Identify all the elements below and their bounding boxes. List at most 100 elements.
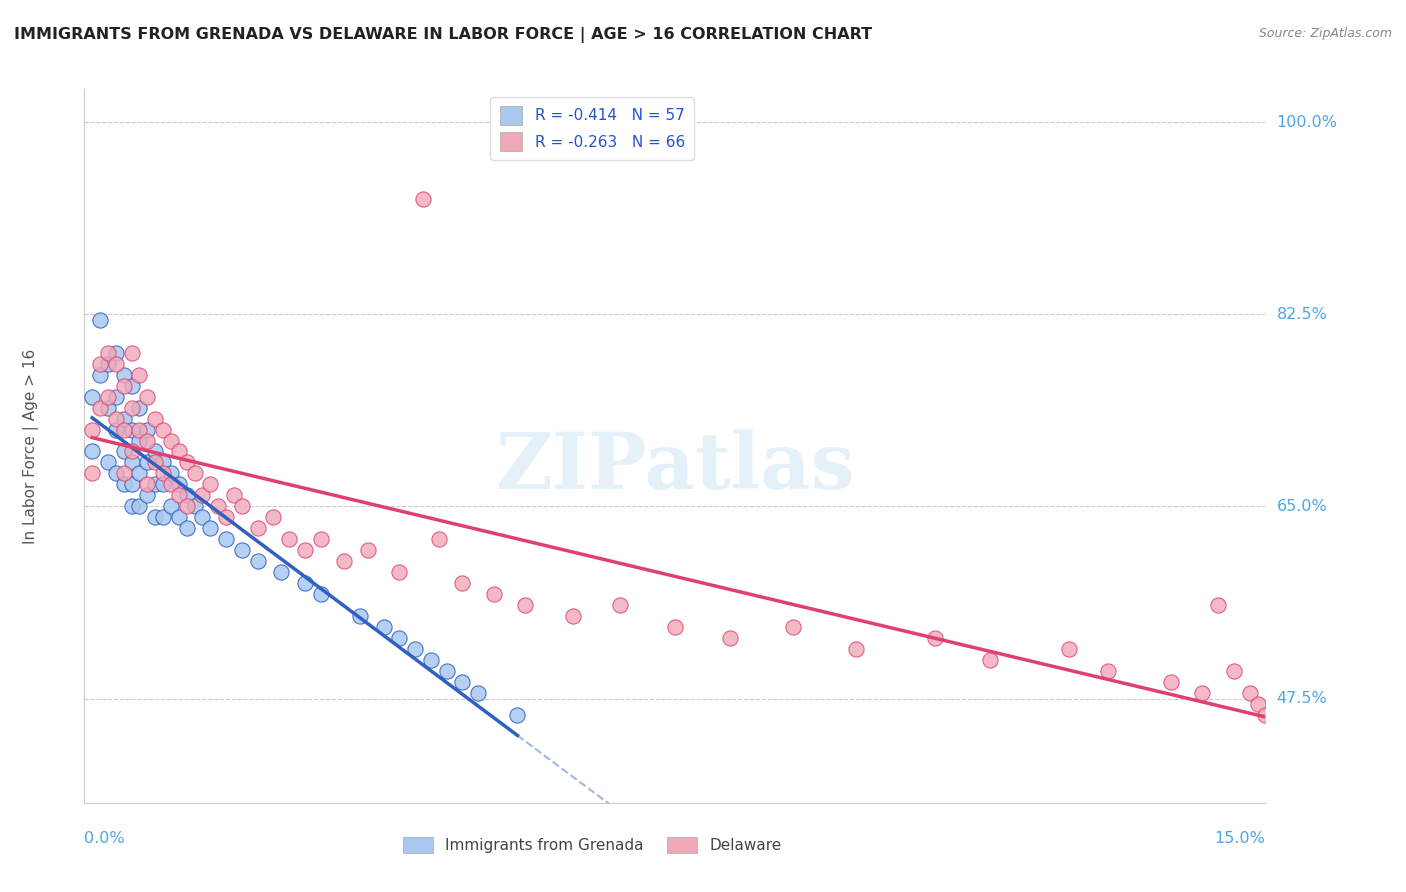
Point <box>467 686 489 700</box>
Point <box>136 423 159 437</box>
Point <box>128 434 150 448</box>
Point <box>222 488 245 502</box>
Point <box>167 510 190 524</box>
Point <box>121 455 143 469</box>
Point <box>1239 686 1261 700</box>
Point <box>89 357 111 371</box>
Point <box>349 609 371 624</box>
Point <box>845 642 868 657</box>
Point <box>121 500 143 514</box>
Point <box>451 576 474 591</box>
Point <box>191 488 214 502</box>
Point <box>309 587 332 601</box>
Text: IMMIGRANTS FROM GRENADA VS DELAWARE IN LABOR FORCE | AGE > 16 CORRELATION CHART: IMMIGRANTS FROM GRENADA VS DELAWARE IN L… <box>14 27 872 43</box>
Point <box>104 357 127 371</box>
Point <box>160 500 183 514</box>
Point <box>152 467 174 481</box>
Point <box>1206 598 1229 612</box>
Point <box>200 521 222 535</box>
Point <box>979 653 1001 667</box>
Text: 100.0%: 100.0% <box>1277 115 1337 129</box>
Point <box>373 620 395 634</box>
Point <box>388 631 411 645</box>
Point <box>89 368 111 382</box>
Point <box>1246 697 1268 711</box>
Text: Source: ZipAtlas.com: Source: ZipAtlas.com <box>1258 27 1392 40</box>
Point <box>97 390 120 404</box>
Point <box>121 423 143 437</box>
Point <box>112 444 135 458</box>
Point <box>231 543 253 558</box>
Point <box>143 411 166 425</box>
Point <box>152 455 174 469</box>
Point <box>176 521 198 535</box>
Text: 0.0%: 0.0% <box>84 831 125 847</box>
Point <box>89 401 111 415</box>
Point <box>1097 664 1119 678</box>
Point <box>427 533 450 547</box>
Point <box>89 312 111 326</box>
Point <box>246 521 269 535</box>
Text: 15.0%: 15.0% <box>1215 831 1265 847</box>
Text: ZIPatlas: ZIPatlas <box>495 429 855 506</box>
Point <box>121 401 143 415</box>
Point <box>1057 642 1080 657</box>
Point <box>215 510 238 524</box>
Point <box>561 609 583 624</box>
Text: 47.5%: 47.5% <box>1277 691 1327 706</box>
Point <box>160 477 183 491</box>
Point <box>97 455 120 469</box>
Point <box>104 411 127 425</box>
Point <box>167 477 190 491</box>
Point <box>97 401 120 415</box>
Point <box>482 587 505 601</box>
Point <box>82 390 104 404</box>
Point <box>82 467 104 481</box>
Point <box>97 357 120 371</box>
Point <box>1160 675 1182 690</box>
Point <box>136 434 159 448</box>
Point <box>167 488 190 502</box>
Point <box>1223 664 1246 678</box>
Point <box>436 664 458 678</box>
Point <box>183 467 205 481</box>
Point <box>451 675 474 690</box>
Point <box>143 477 166 491</box>
Point <box>388 566 411 580</box>
Point <box>309 533 332 547</box>
Point <box>412 192 434 206</box>
Point <box>152 423 174 437</box>
Point <box>112 411 135 425</box>
Point <box>176 488 198 502</box>
Text: 65.0%: 65.0% <box>1277 499 1327 514</box>
Point <box>160 434 183 448</box>
Point <box>1191 686 1213 700</box>
Point <box>128 423 150 437</box>
Point <box>200 477 222 491</box>
Point <box>294 576 316 591</box>
Point <box>104 467 127 481</box>
Point <box>419 653 441 667</box>
Point <box>1254 708 1277 723</box>
Point <box>121 477 143 491</box>
Point <box>112 467 135 481</box>
Point <box>215 533 238 547</box>
Point <box>112 378 135 392</box>
Point <box>143 444 166 458</box>
Point <box>152 477 174 491</box>
Point <box>176 455 198 469</box>
Point <box>104 345 127 359</box>
Point <box>782 620 804 634</box>
Text: In Labor Force | Age > 16: In Labor Force | Age > 16 <box>24 349 39 543</box>
Point <box>506 708 529 723</box>
Point <box>404 642 426 657</box>
Point <box>718 631 741 645</box>
Point <box>515 598 537 612</box>
Point <box>121 345 143 359</box>
Point <box>924 631 946 645</box>
Point <box>609 598 631 612</box>
Text: 82.5%: 82.5% <box>1277 307 1327 322</box>
Point <box>104 390 127 404</box>
Point <box>121 444 143 458</box>
Point <box>121 378 143 392</box>
